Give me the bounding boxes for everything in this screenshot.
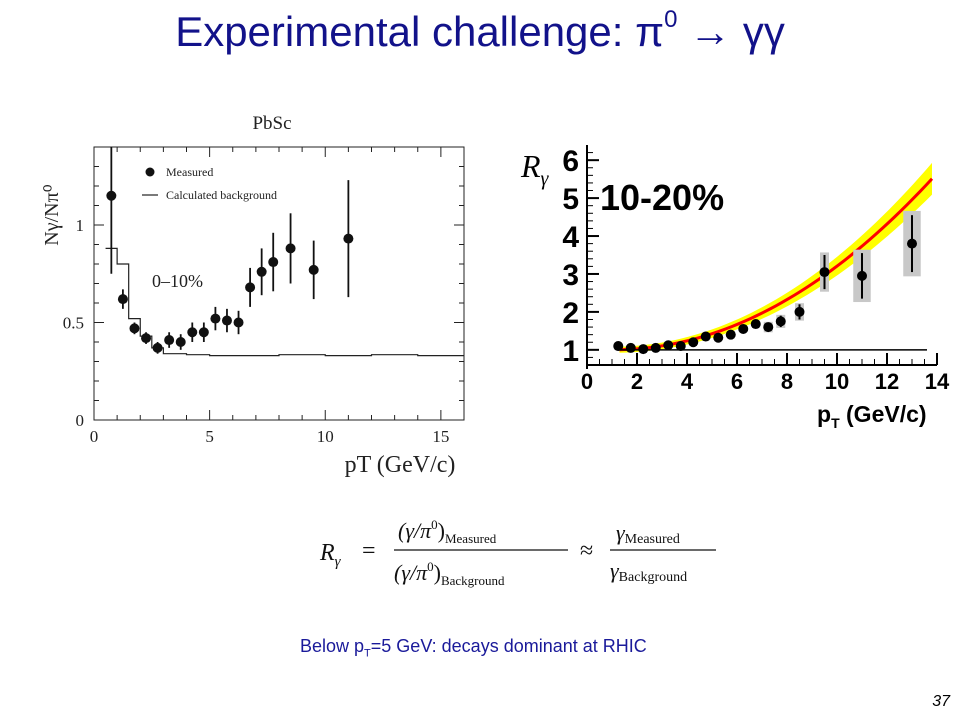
data-point xyxy=(233,317,244,328)
x-tick-label: 2 xyxy=(631,369,643,394)
chart-left-pbsc: 0 5 10 15 0 0.5 1 PbSc 0–10% Nγ/Nπ⁰ pT (GeV/c)… xyxy=(41,113,465,478)
chart-right-ylabel: Rγ xyxy=(520,148,550,190)
data-point xyxy=(268,257,279,268)
data-point xyxy=(210,313,221,324)
data-point xyxy=(613,341,624,352)
data-point xyxy=(907,238,917,249)
data-point xyxy=(750,319,761,330)
plot-area xyxy=(578,143,945,368)
chart-left-frame xyxy=(93,146,465,421)
data-point xyxy=(152,342,163,353)
x-tick-label: 5 xyxy=(205,427,214,446)
chart-left-title: PbSc xyxy=(252,113,291,134)
x-tick-label: 14 xyxy=(925,369,950,394)
x-tick-label: 6 xyxy=(731,369,743,394)
data-point xyxy=(164,335,175,346)
legend-measured-label: Measured xyxy=(166,165,213,179)
data-point xyxy=(738,323,749,334)
data-point xyxy=(175,337,186,347)
data-point xyxy=(308,264,319,275)
x-tick-label: 10 xyxy=(825,369,849,394)
y-tick-label: 5 xyxy=(562,183,579,216)
formula-den2: γBackground xyxy=(610,558,687,585)
slide-title: Experimental challenge: π0 → γγ xyxy=(0,6,960,56)
chart-right-annotation: 10-20% xyxy=(600,177,724,218)
y-tick-label: 0.5 xyxy=(63,314,84,333)
formula-equals: = xyxy=(362,538,376,564)
y-tick-label: 0 xyxy=(76,411,85,430)
data-point xyxy=(187,327,198,338)
r-gamma-formula: Rγ = (γ/π0)Measured (γ/π0)Background ≈ γ… xyxy=(319,517,716,588)
data-point xyxy=(675,341,686,352)
data-point xyxy=(221,315,232,326)
legend-measured-marker xyxy=(145,167,155,177)
data-point xyxy=(245,282,256,293)
chart-right-xlabel: pT (GeV/c) xyxy=(817,401,927,431)
chart-left-xlabel: pT (GeV/c) xyxy=(345,452,456,478)
data-point xyxy=(198,327,209,338)
data-point xyxy=(650,342,661,353)
data-point xyxy=(285,243,296,254)
data-point xyxy=(141,333,152,344)
title-gamma-gamma: γγ xyxy=(742,8,785,55)
formula-den1: (γ/π0)Background xyxy=(394,559,505,588)
data-point xyxy=(857,270,867,281)
x-tick-label: 8 xyxy=(781,369,793,394)
data-point xyxy=(117,294,128,305)
x-tick-label: 0 xyxy=(90,427,99,446)
formula-num2: γMeasured xyxy=(616,520,680,547)
y-tick-label: 4 xyxy=(562,221,579,254)
formula-lhs: R xyxy=(319,540,335,566)
x-tick-label: 4 xyxy=(681,369,694,394)
title-text: Experimental challenge: xyxy=(175,8,636,55)
y-tick-label: 1 xyxy=(562,335,579,368)
title-arrow: → xyxy=(677,8,743,55)
x-tick-label: 15 xyxy=(432,427,449,446)
y-tick-label: 3 xyxy=(562,259,579,292)
data-point xyxy=(794,306,805,317)
svg-text:Rγ: Rγ xyxy=(319,540,342,570)
slide-caption: Below pT=5 GeV: decays dominant at RHIC xyxy=(300,636,647,660)
data-point xyxy=(129,323,140,334)
y-tick-label: 1 xyxy=(76,216,85,235)
data-point xyxy=(713,332,724,343)
y-tick-label: 2 xyxy=(562,297,579,330)
data-point xyxy=(725,329,736,340)
legend-background-label: Calculated background xyxy=(166,188,277,202)
data-point xyxy=(775,316,786,327)
x-tick-label: 0 xyxy=(581,369,593,394)
data-point xyxy=(700,331,711,342)
y-tick-label: 6 xyxy=(562,145,579,178)
chart-left-annotation: 0–10% xyxy=(152,271,203,291)
chart-left-ylabel: Nγ/Nπ⁰ xyxy=(41,184,63,245)
formula-num1: (γ/π0)Measured xyxy=(398,517,497,546)
background-line xyxy=(105,247,464,357)
data-point xyxy=(688,337,699,348)
data-point xyxy=(763,322,774,333)
x-tick-label: 12 xyxy=(875,369,899,394)
chart-left-legend: Measured Calculated background xyxy=(142,165,277,202)
x-tick-label: 10 xyxy=(317,427,334,446)
data-point xyxy=(638,344,649,355)
data-point xyxy=(343,233,354,244)
data-point xyxy=(106,190,117,201)
page-number: 37 xyxy=(932,693,950,710)
data-point xyxy=(256,266,267,277)
formula-approx: ≈ xyxy=(580,538,593,564)
data-point xyxy=(625,342,636,353)
data-point xyxy=(663,340,674,351)
title-pi: π xyxy=(635,8,665,55)
data-point xyxy=(819,267,830,278)
title-pi-sup: 0 xyxy=(664,6,678,33)
